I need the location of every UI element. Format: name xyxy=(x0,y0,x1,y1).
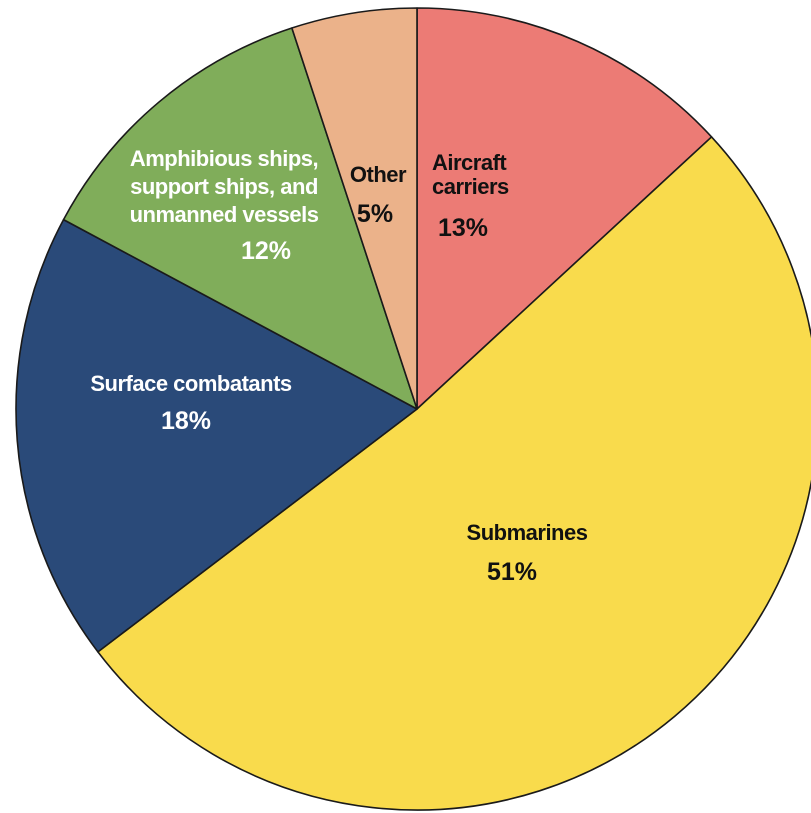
pie-slice-other xyxy=(291,7,418,410)
slice-value-label-amphibious-ships-support-ships-and-unmanned-vessels: 12% xyxy=(241,237,291,265)
slice-value-label-aircraft-carriers: 13% xyxy=(438,214,488,242)
slice-value-label-surface-combatants: 18% xyxy=(161,407,211,435)
slices-layer xyxy=(15,7,811,811)
pie-slice-submarines xyxy=(97,136,811,811)
slice-value-label-submarines: 51% xyxy=(487,558,537,586)
pie-slice-surface-combatants xyxy=(15,218,418,653)
slice-label-other-line-1: Other xyxy=(350,162,407,187)
slice-value-label-other: 5% xyxy=(357,200,393,228)
pie-slice-aircraft-carriers xyxy=(416,7,713,410)
slice-label-aircraft-carriers-line-2: carriers xyxy=(432,174,509,199)
slice-label-amphibious-ships-support-ships-and-unmanned-vessels-line-3: unmanned vessels xyxy=(130,202,319,227)
slice-label-amphibious-ships-support-ships-and-unmanned-vessels-line-2: support ships, and xyxy=(130,174,318,199)
slice-label-amphibious-ships-support-ships-and-unmanned-vessels-line-1: Amphibious ships, xyxy=(130,146,318,171)
pie-slice-amphibious-ships-support-ships-and-unmanned-vessels xyxy=(62,27,418,410)
slice-label-submarines-line-1: Submarines xyxy=(467,520,588,545)
slice-label-surface-combatants-line-1: Surface combatants xyxy=(90,371,292,396)
slice-label-aircraft-carriers-line-1: Aircraft xyxy=(432,150,507,175)
